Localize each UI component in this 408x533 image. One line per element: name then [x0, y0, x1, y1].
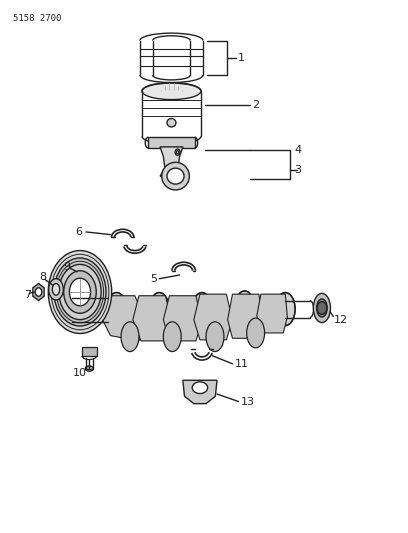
Bar [148, 138, 195, 148]
Ellipse shape [162, 163, 189, 190]
Polygon shape [228, 294, 263, 338]
Ellipse shape [163, 322, 181, 352]
Circle shape [64, 271, 96, 313]
Text: 8: 8 [39, 272, 47, 282]
Ellipse shape [52, 284, 60, 295]
Ellipse shape [121, 322, 139, 352]
Text: 12: 12 [334, 314, 348, 325]
Circle shape [317, 302, 327, 314]
Circle shape [54, 258, 106, 326]
Text: 11: 11 [235, 359, 248, 369]
Ellipse shape [107, 293, 126, 326]
Polygon shape [33, 284, 44, 301]
Ellipse shape [192, 293, 212, 326]
Ellipse shape [206, 322, 224, 352]
Ellipse shape [85, 366, 93, 371]
Text: 5: 5 [150, 274, 157, 284]
Text: 9: 9 [64, 262, 71, 271]
Text: 1: 1 [237, 53, 244, 63]
Ellipse shape [167, 118, 176, 127]
Ellipse shape [49, 279, 63, 300]
Text: 7: 7 [24, 289, 31, 300]
Ellipse shape [247, 318, 264, 348]
Circle shape [175, 149, 180, 156]
Text: 3: 3 [295, 165, 302, 175]
Polygon shape [183, 380, 217, 403]
Polygon shape [82, 348, 97, 356]
Polygon shape [102, 296, 145, 341]
Circle shape [35, 288, 42, 296]
Polygon shape [163, 296, 202, 341]
Ellipse shape [167, 168, 184, 184]
Ellipse shape [235, 291, 255, 324]
Text: 13: 13 [241, 397, 255, 407]
Polygon shape [194, 294, 233, 340]
Ellipse shape [142, 83, 201, 100]
Circle shape [59, 264, 101, 320]
Polygon shape [133, 296, 171, 341]
Polygon shape [257, 294, 287, 333]
Bar [84, 292, 98, 300]
Ellipse shape [317, 299, 327, 317]
Ellipse shape [313, 293, 330, 322]
Ellipse shape [192, 382, 208, 393]
Circle shape [48, 251, 112, 334]
Circle shape [69, 278, 91, 306]
Text: 2: 2 [252, 100, 259, 110]
Text: 6: 6 [75, 227, 82, 237]
Text: 5158 2700: 5158 2700 [13, 14, 61, 23]
Polygon shape [160, 147, 183, 176]
Text: 4: 4 [295, 144, 302, 155]
Circle shape [176, 151, 179, 154]
Ellipse shape [275, 293, 295, 326]
Text: 10: 10 [73, 368, 87, 378]
Ellipse shape [149, 293, 169, 326]
